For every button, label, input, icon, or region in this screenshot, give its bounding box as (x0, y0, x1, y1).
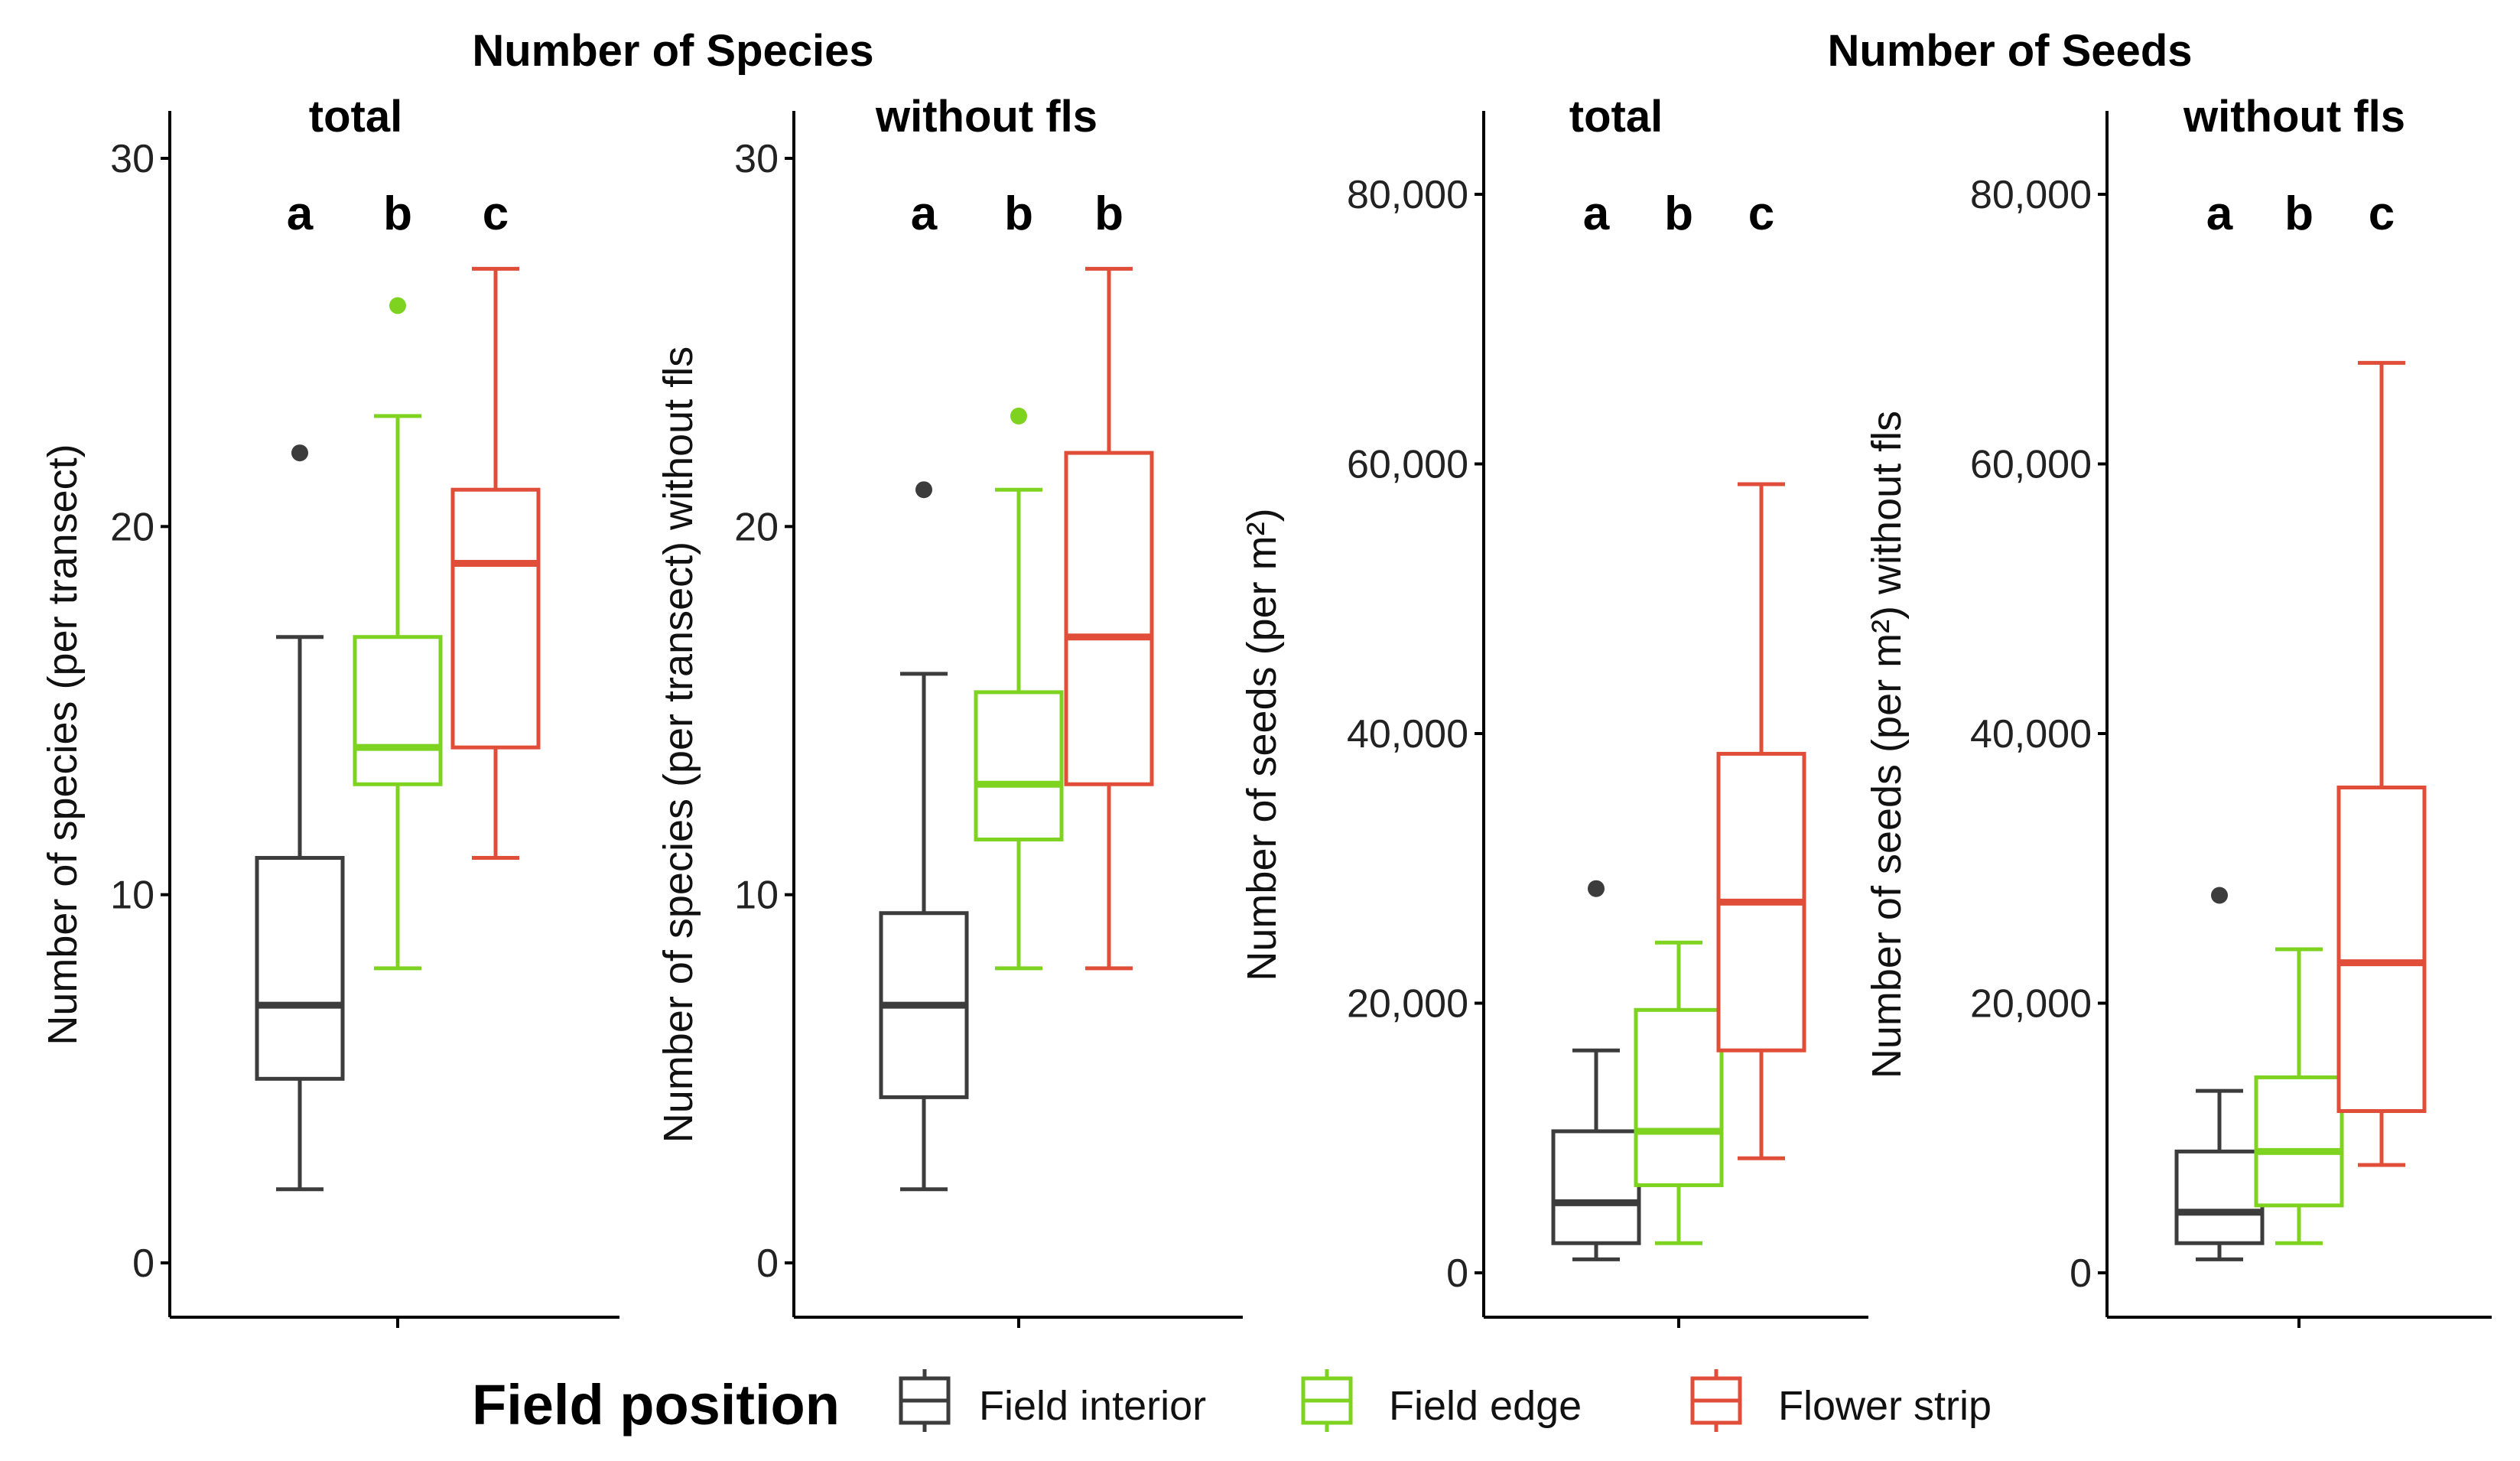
y-axis-title: Number of seeds (per m²) without fls (1864, 411, 1910, 1079)
y-tick-label: 40,000 (1347, 712, 1468, 757)
box-field-interior (879, 481, 969, 1192)
outlier-point (389, 297, 406, 314)
legend-item-field-edge: Field edge (1301, 1369, 1582, 1432)
significance-letter: b (1004, 187, 1033, 240)
significance-letter: c (1748, 187, 1774, 240)
significance-letter: c (483, 187, 509, 240)
legend-item-flower-strip: Flower strip (1690, 1369, 1992, 1432)
panel-title: without fls (875, 92, 1097, 142)
significance-letter: b (1094, 187, 1123, 240)
y-tick-label: 20 (734, 505, 779, 549)
y-tick-label: 80,000 (1970, 173, 2092, 217)
box-flower-strip (1064, 266, 1154, 971)
panel-seeds-total: 0 20,000 40,000 60,000 80,000 total Number of … (1239, 92, 1868, 1328)
seeds-group-title: Number of Seeds (1828, 26, 2193, 76)
y-tick-label: 20 (110, 505, 154, 549)
outlier-point (2211, 887, 2228, 904)
iqr-box (1634, 1007, 1724, 1187)
box-field-interior (255, 444, 345, 1192)
box-field-edge (2254, 947, 2344, 1245)
box-field-interior (2174, 887, 2265, 1261)
y-tick-label: 60,000 (1970, 443, 2092, 487)
box-flower-strip (1716, 482, 1806, 1160)
outlier-point (291, 444, 308, 462)
box-field-edge (353, 297, 443, 971)
iqr-box (2336, 786, 2427, 1113)
iqr-box (974, 690, 1064, 841)
outlier-point (1010, 407, 1027, 425)
legend-label-field-edge: Field edge (1389, 1383, 1582, 1429)
outlier-point (1588, 880, 1605, 897)
species-group-title: Number of Species (472, 26, 873, 76)
significance-letter: a (911, 187, 938, 240)
iqr-box (255, 856, 345, 1081)
box-field-edge (1634, 940, 1724, 1245)
significance-letter: a (287, 187, 314, 240)
legend-title: Field position (472, 1373, 840, 1437)
y-tick-label: 0 (2070, 1251, 2092, 1296)
y-axis-title: Number of seeds (per m²) (1239, 508, 1285, 981)
significance-letter: c (2369, 187, 2395, 240)
y-tick-label: 30 (110, 137, 154, 181)
iqr-box (2174, 1149, 2265, 1245)
legend-label-field-interior: Field interior (979, 1383, 1206, 1429)
legend-item-field-interior: Field interior (899, 1369, 1206, 1432)
iqr-box (450, 487, 541, 750)
iqr-box (1064, 451, 1154, 786)
outlier-point (915, 481, 932, 499)
y-tick-label: 60,000 (1347, 443, 1468, 487)
significance-letter: b (2284, 187, 2314, 240)
box-flower-strip (450, 266, 541, 861)
significance-letter: b (383, 187, 412, 240)
y-tick-label: 40,000 (1970, 712, 2092, 757)
significance-letter: b (1664, 187, 1693, 240)
y-tick-label: 10 (734, 874, 779, 918)
panel-species-total: 0 10 20 30 total Number of species (per trans… (40, 92, 619, 1328)
panel-seeds-without-fls: 0 20,000 40,000 60,000 80,000 without fls Numb… (1864, 92, 2492, 1328)
panel-title: without fls (2183, 92, 2405, 142)
panel-species-without-fls: 0 10 20 30 without fls Number of species (per… (655, 92, 1243, 1328)
legend: Field position Field interior Field edge… (472, 1369, 1992, 1437)
panel-title: total (309, 92, 402, 142)
y-tick-label: 30 (734, 137, 779, 181)
y-tick-label: 0 (756, 1241, 779, 1286)
box-field-interior (1551, 880, 1641, 1261)
y-axis-title: Number of species (per transect) without… (655, 347, 701, 1143)
significance-letter: a (1583, 187, 1610, 240)
box-field-edge (974, 407, 1064, 971)
y-tick-label: 20,000 (1347, 982, 1468, 1027)
box-flower-strip (2336, 360, 2427, 1167)
y-tick-label: 10 (110, 874, 154, 918)
legend-label-flower-strip: Flower strip (1778, 1383, 1992, 1429)
iqr-box (353, 635, 443, 786)
iqr-box (1551, 1129, 1641, 1245)
panel-title: total (1569, 92, 1663, 142)
significance-letter: a (2206, 187, 2233, 240)
y-tick-label: 80,000 (1347, 173, 1468, 217)
y-tick-label: 20,000 (1970, 982, 2092, 1027)
iqr-box (2254, 1075, 2344, 1208)
y-tick-label: 0 (132, 1241, 154, 1286)
y-tick-label: 0 (1446, 1251, 1468, 1296)
y-axis-title: Number of species (per transect) (40, 444, 86, 1045)
